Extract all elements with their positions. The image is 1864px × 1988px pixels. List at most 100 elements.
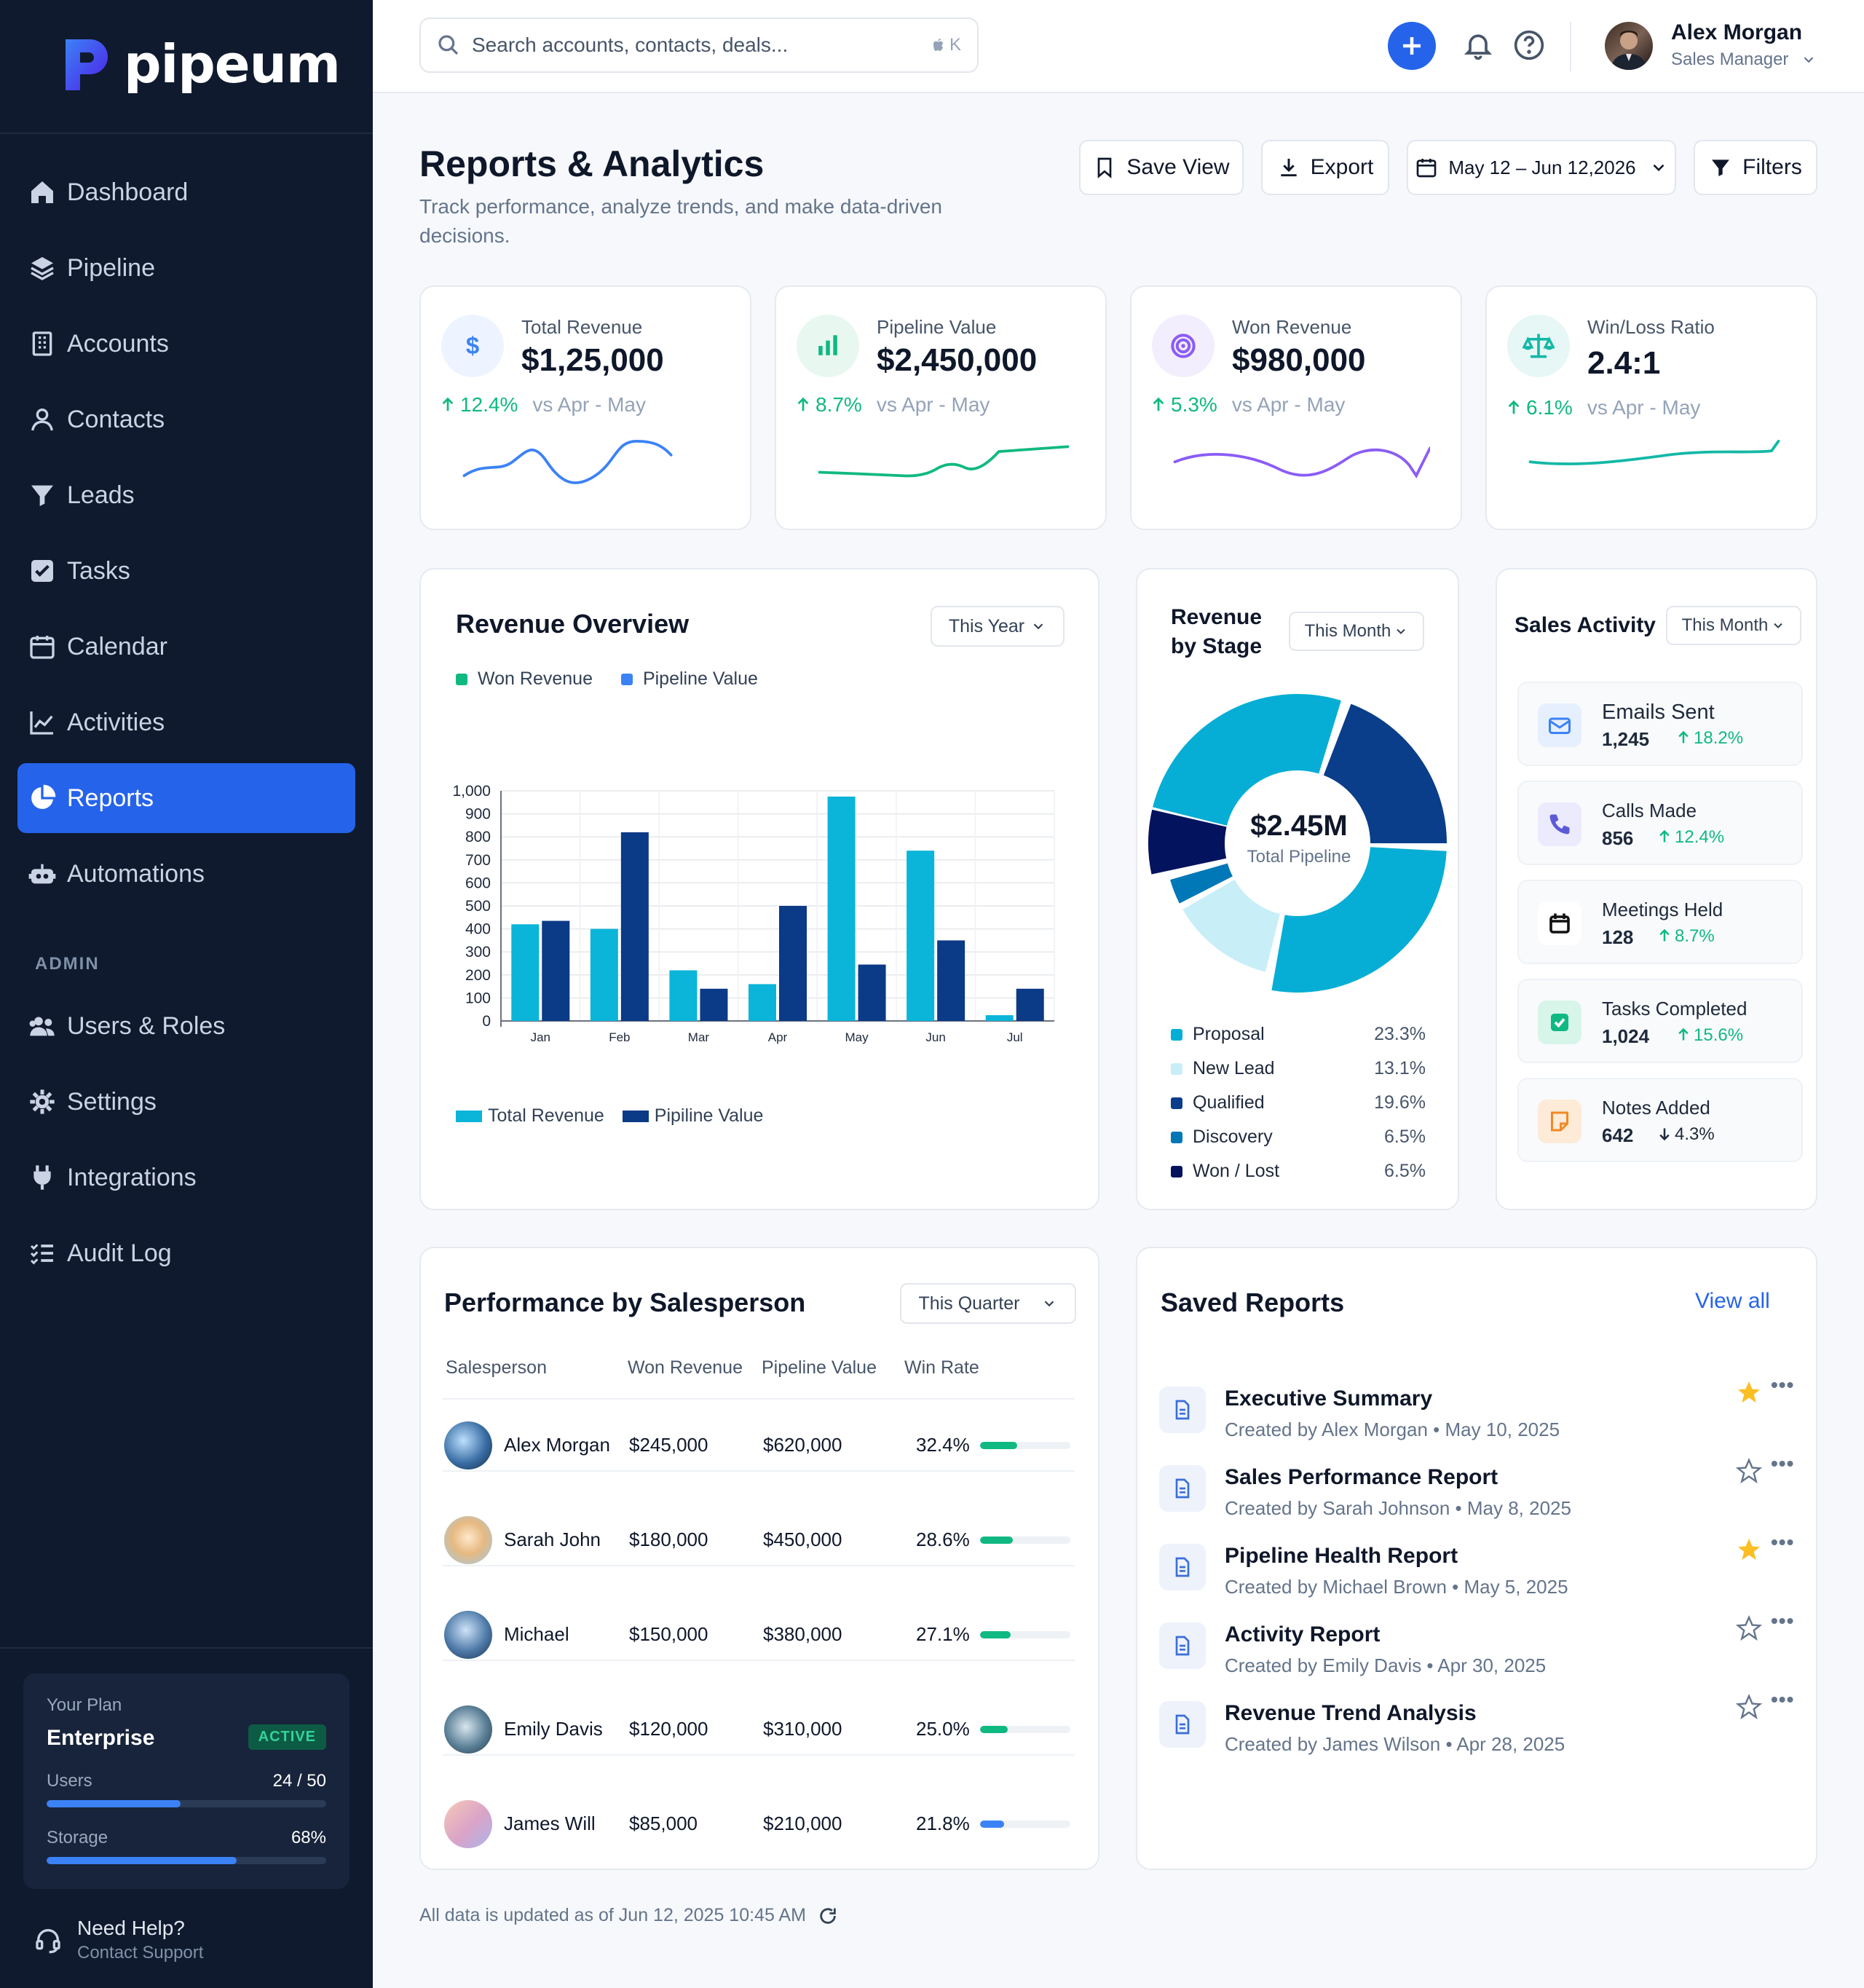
sidebar-item-contacts[interactable]: Contacts xyxy=(17,384,355,454)
kpi-card-win-loss-ratio[interactable]: Win/Loss Ratio 2.4:1 6.1% vs Apr - May xyxy=(1485,285,1817,530)
bar-total-revenue-mar[interactable] xyxy=(669,970,698,1021)
sidebar-item-pipeline[interactable]: Pipeline xyxy=(17,233,355,303)
stage-period-dropdown[interactable]: This Month xyxy=(1289,612,1424,651)
sidebar-item-dashboard[interactable]: Dashboard xyxy=(17,157,355,227)
refresh-icon[interactable] xyxy=(818,1906,838,1926)
activity-label: Meetings Held xyxy=(1602,899,1723,920)
star-filled-icon[interactable] xyxy=(1736,1537,1762,1563)
legend-dot xyxy=(1171,1165,1182,1178)
arrow-up-icon xyxy=(1659,829,1670,843)
report-title[interactable]: Revenue Trend Analysis xyxy=(1225,1701,1477,1725)
donut-slice-proposal[interactable] xyxy=(1271,847,1447,993)
bar-total-revenue-jun[interactable] xyxy=(907,851,935,1021)
data-updated-text: All data is updated as of Jun 12, 2025 1… xyxy=(419,1905,806,1925)
legend-dot xyxy=(1171,1062,1182,1075)
save-view-button[interactable]: Save View xyxy=(1079,140,1244,195)
activity-calls-made[interactable]: Calls Made 856 12.4% xyxy=(1517,781,1803,865)
more-options-icon[interactable]: ••• xyxy=(1771,1452,1795,1475)
donut-slice-discovery[interactable] xyxy=(1170,863,1233,904)
kpi-card-pipeline-value[interactable]: Pipeline Value $2,450,000 8.7% vs Apr - May xyxy=(775,285,1107,530)
kpi-card-total-revenue[interactable]: $ Total Revenue $1,25,000 12.4% vs Apr - May xyxy=(419,285,751,530)
star-outline-icon[interactable] xyxy=(1736,1694,1762,1720)
kpi-card-won-revenue[interactable]: Won Revenue $980,000 5.3% vs Apr - May xyxy=(1130,285,1462,530)
sidebar-item-automations[interactable]: Automations xyxy=(17,839,355,909)
logo-mark-icon xyxy=(66,39,108,90)
report-title[interactable]: Activity Report xyxy=(1225,1622,1381,1646)
more-options-icon[interactable]: ••• xyxy=(1771,1531,1795,1553)
won-revenue: $120,000 xyxy=(629,1718,708,1740)
report-title[interactable]: Sales Performance Report xyxy=(1225,1465,1498,1489)
create-button[interactable] xyxy=(1388,22,1436,70)
user-name[interactable]: Alex Morgan xyxy=(1671,20,1803,44)
revenue-overview-title: Revenue Overview xyxy=(456,609,690,639)
star-outline-icon[interactable] xyxy=(1736,1458,1762,1484)
bar-pipiline-value-jun[interactable] xyxy=(937,940,965,1021)
sidebar-item-audit-log[interactable]: Audit Log xyxy=(17,1218,355,1288)
help-link[interactable]: Need Help? Contact Support xyxy=(33,1917,203,1963)
legend-swatch-pipeline xyxy=(622,1111,649,1123)
document-icon xyxy=(1175,1714,1190,1735)
activity-notes-added[interactable]: Notes Added 642 4.3% xyxy=(1517,1078,1803,1162)
help-icon[interactable] xyxy=(1513,29,1545,61)
bar-pipiline-value-apr[interactable] xyxy=(779,906,807,1021)
donut-slice-qualified[interactable] xyxy=(1323,703,1447,843)
more-options-icon[interactable]: ••• xyxy=(1771,1373,1795,1396)
performance-period-dropdown[interactable]: This Quarter xyxy=(900,1283,1076,1324)
apple-icon xyxy=(933,39,944,51)
user-role[interactable]: Sales Manager xyxy=(1671,50,1817,70)
sidebar-item-activities[interactable]: Activities xyxy=(17,687,355,757)
arrow-up-icon xyxy=(1508,400,1520,414)
search-box[interactable]: K xyxy=(419,17,979,73)
bar-total-revenue-apr[interactable] xyxy=(749,984,776,1021)
bar-total-revenue-jul[interactable] xyxy=(985,1015,1014,1021)
report-title[interactable]: Pipeline Health Report xyxy=(1225,1544,1458,1568)
view-all-link[interactable]: View all xyxy=(1695,1289,1770,1313)
col-win-rate: Win Rate xyxy=(904,1357,979,1378)
activity-tasks-completed[interactable]: Tasks Completed 1,024 15.6% xyxy=(1517,979,1803,1063)
search-input[interactable] xyxy=(472,33,909,57)
user-avatar[interactable] xyxy=(1605,22,1653,70)
bar-pipiline-value-mar[interactable] xyxy=(700,988,728,1021)
bell-icon[interactable] xyxy=(1462,29,1494,61)
sidebar-item-leads[interactable]: Leads xyxy=(17,460,355,530)
sidebar-item-settings[interactable]: Settings xyxy=(17,1067,355,1137)
saved-reports-card: Saved Reports View all xyxy=(1136,1247,1817,1870)
kpi-icon-wrap xyxy=(1152,315,1215,377)
bar-total-revenue-feb[interactable] xyxy=(590,928,618,1021)
win-rate-bar xyxy=(980,1631,1070,1638)
revenue-period-dropdown[interactable]: This Year xyxy=(931,606,1065,647)
activity-emails-sent[interactable]: Emails Sent 1,245 18.2% xyxy=(1517,682,1803,766)
more-options-icon[interactable]: ••• xyxy=(1771,1609,1795,1632)
activity-delta: 4.3% xyxy=(1657,1124,1715,1145)
sidebar-item-integrations[interactable]: Integrations xyxy=(17,1143,355,1212)
bar-total-revenue-jan[interactable] xyxy=(511,924,540,1021)
activity-period-dropdown[interactable]: This Month xyxy=(1666,606,1801,645)
win-rate: 32.4% xyxy=(916,1434,970,1456)
export-button[interactable]: Export xyxy=(1261,140,1389,195)
report-icon-wrap xyxy=(1159,1387,1206,1433)
storage-value: 68% xyxy=(291,1828,326,1847)
sidebar-item-users-roles[interactable]: Users & Roles xyxy=(17,991,355,1061)
date-range-picker[interactable]: May 12 – Jun 12,2026 xyxy=(1407,140,1676,195)
filters-button[interactable]: Filters xyxy=(1694,140,1817,195)
star-outline-icon[interactable] xyxy=(1736,1615,1762,1641)
plan-status-badge: ACTIVE xyxy=(248,1724,326,1750)
sidebar-item-accounts[interactable]: Accounts xyxy=(17,309,355,379)
bar-pipiline-value-jan[interactable] xyxy=(542,920,570,1021)
donut-slice-won-lost[interactable] xyxy=(1148,809,1227,875)
report-title[interactable]: Executive Summary xyxy=(1225,1387,1433,1411)
sidebar-item-tasks[interactable]: Tasks xyxy=(17,536,355,606)
bar-pipiline-value-jul[interactable] xyxy=(1016,988,1044,1021)
sidebar-item-reports[interactable]: Reports xyxy=(17,763,355,833)
star-filled-icon[interactable] xyxy=(1736,1379,1762,1405)
donut-slice-new-lead[interactable] xyxy=(1182,880,1280,972)
activity-meetings-held[interactable]: Meetings Held 128 8.7% xyxy=(1517,880,1803,964)
brand-logo[interactable]: pipeum xyxy=(61,33,341,95)
bar-pipiline-value-may[interactable] xyxy=(858,964,886,1021)
sidebar-item-calendar[interactable]: Calendar xyxy=(17,612,355,682)
donut-slice-proposal[interactable] xyxy=(1153,694,1341,826)
stage-name: New Lead xyxy=(1193,1058,1275,1078)
more-options-icon[interactable]: ••• xyxy=(1771,1688,1795,1711)
bar-total-revenue-may[interactable] xyxy=(827,796,856,1021)
bar-pipiline-value-feb[interactable] xyxy=(620,832,649,1021)
